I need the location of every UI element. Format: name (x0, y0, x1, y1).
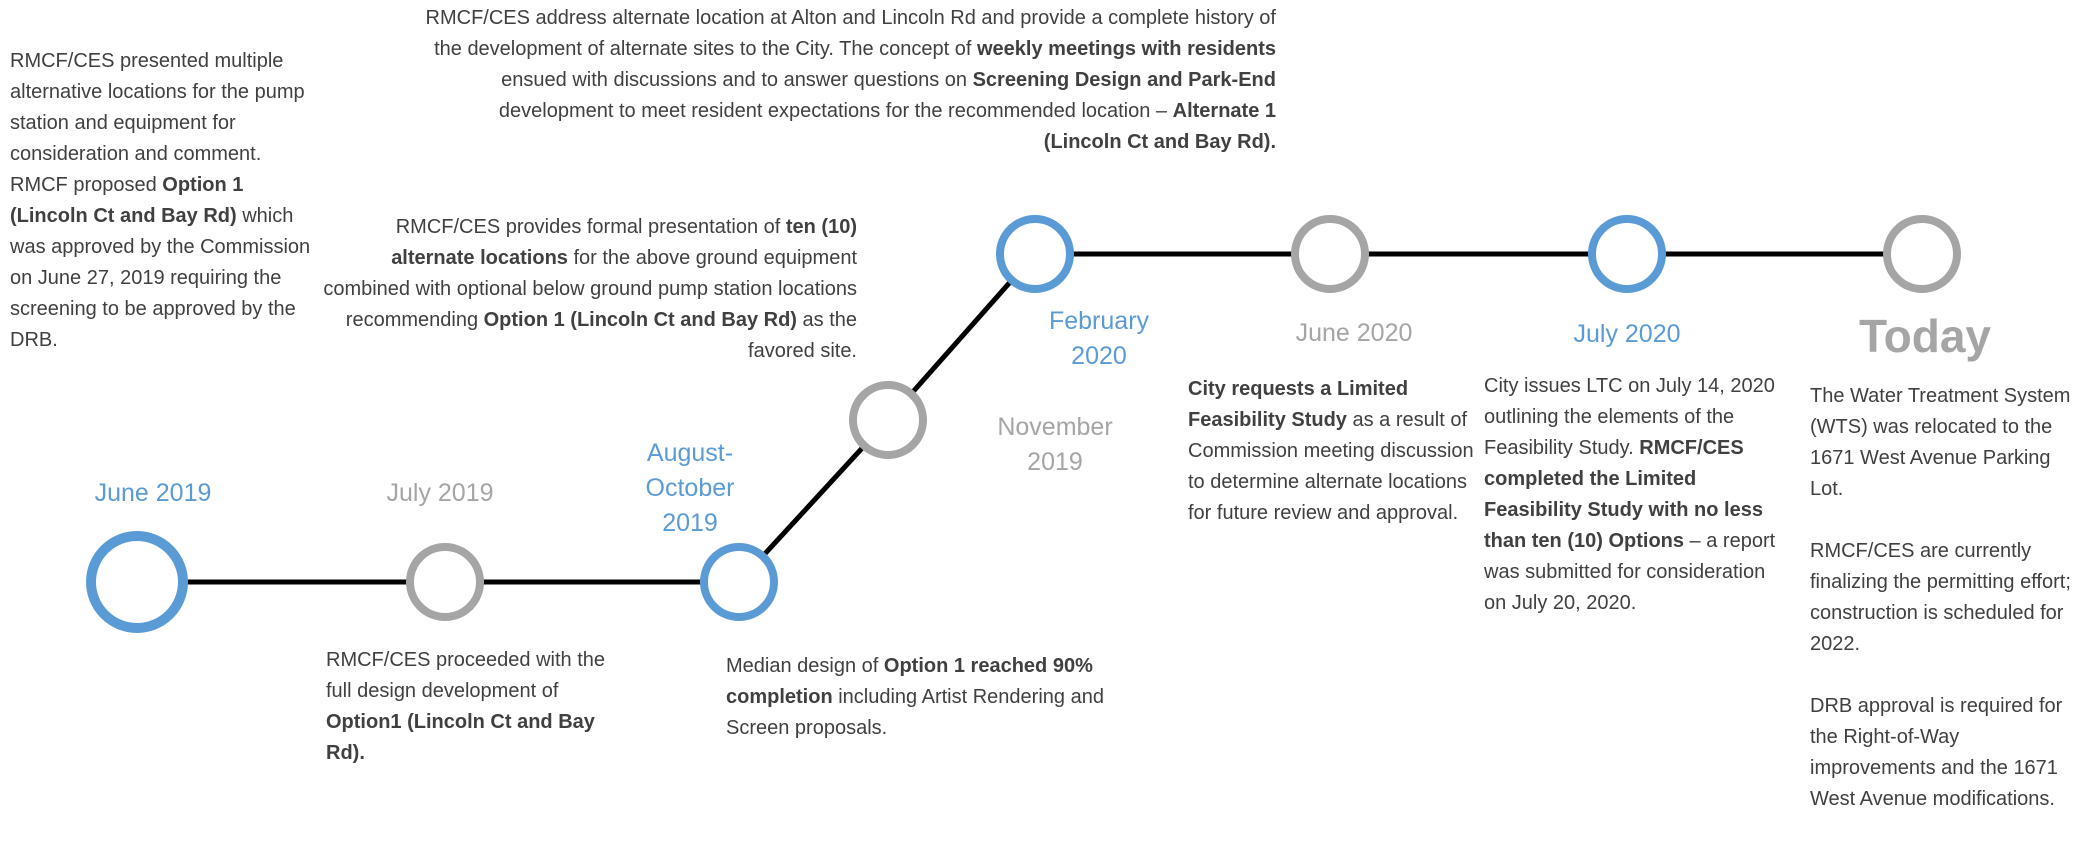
date-line: November (997, 413, 1113, 441)
milestone-description: RMCF/CES proceeded with the full design … (326, 645, 636, 769)
paragraph: RMCF/CES are currently finalizing the pe… (1810, 536, 2084, 660)
milestone-description: The Water Treatment System (WTS) was rel… (1810, 381, 2084, 815)
text: development to meet resident expectation… (498, 100, 1173, 122)
milestone-date: July 2020 (1573, 317, 1680, 352)
bold-text: Option 1 (Lincoln Ct and Bay Rd) (10, 174, 244, 227)
text: – a report was submitted for considerati… (1484, 530, 1776, 614)
milestone-date: June 2020 (1296, 316, 1413, 351)
paragraph: RMCF/CES presented multiple alternative … (10, 46, 320, 356)
bold-text: ten (10) alternate locations (391, 216, 857, 269)
milestone-description: RMCF/CES presented multiple alternative … (10, 46, 320, 356)
date-line: 2019 (662, 509, 718, 537)
milestone-node (1291, 215, 1369, 293)
milestone-date: August- October 2019 (646, 436, 735, 541)
paragraph: City issues LTC on July 14, 2020 outlini… (1484, 371, 1776, 619)
milestone-date: July 2019 (386, 476, 493, 511)
bold-text: Option 1 reached 90% completion (726, 655, 1093, 708)
bold-text: weekly meetings with residents (977, 38, 1276, 60)
date-line: Today (1858, 310, 1992, 362)
date-line: July 2020 (1573, 320, 1681, 348)
text: RMCF/CES provides formal presentation of (395, 216, 786, 238)
milestone-node (86, 531, 188, 633)
milestone-node (700, 543, 778, 621)
paragraph: City requests a Limited Feasibility Stud… (1188, 374, 1480, 529)
date-line: 2020 (1071, 342, 1127, 370)
bold-text: City requests a Limited Feasibility Stud… (1188, 378, 1409, 431)
paragraph: RMCF/CES proceeded with the full design … (326, 645, 636, 769)
milestone-node (406, 543, 484, 621)
milestone-description: RMCF/CES provides formal presentation of… (308, 212, 857, 367)
bold-text: Option 1 (Lincoln Ct and Bay Rd) (483, 309, 797, 331)
text: DRB approval is required for the Right-o… (1810, 695, 2063, 810)
milestone-date: November 2019 (997, 410, 1112, 480)
milestone-node (1883, 215, 1961, 293)
text: The Water Treatment System (WTS) was rel… (1810, 385, 2071, 500)
text: which was approved by the Commission on … (10, 205, 311, 351)
paragraph: Median design of Option 1 reached 90% co… (726, 651, 1126, 744)
milestone-date: Today (1859, 310, 1991, 362)
timeline-line (137, 251, 1922, 585)
milestone-description: City requests a Limited Feasibility Stud… (1188, 374, 1480, 529)
paragraph: RMCF/CES provides formal presentation of… (308, 212, 857, 367)
text: as a result of Commission meeting discus… (1188, 409, 1474, 524)
text: RMCF/CES address alternate location at A… (425, 7, 1276, 60)
milestone-description: City issues LTC on July 14, 2020 outlini… (1484, 371, 1776, 619)
text: RMCF/CES presented multiple alternative … (10, 50, 305, 196)
milestone-node (1588, 215, 1666, 293)
bold-text: Alternate 1 (Lincoln Ct and Bay Rd). (1043, 100, 1276, 153)
milestone-description: Median design of Option 1 reached 90% co… (726, 651, 1126, 744)
bold-text: RMCF/CES completed the Limited Feasibili… (1484, 437, 1763, 552)
milestone-date: February 2020 (1049, 304, 1149, 374)
date-line: June 2019 (94, 479, 212, 507)
bold-text: Screening Design and Park-End (972, 69, 1276, 91)
text: ensued with discussions and to answer qu… (501, 69, 973, 91)
milestone-node (996, 215, 1074, 293)
text: City issues LTC on July 14, 2020 outlini… (1484, 375, 1775, 459)
date-line: October (645, 474, 735, 502)
milestone-date: June 2019 (95, 476, 212, 511)
text: Median design of (726, 655, 884, 677)
paragraph: DRB approval is required for the Right-o… (1810, 691, 2084, 815)
text: including Artist Rendering and Screen pr… (726, 686, 1104, 739)
date-line: June 2020 (1295, 319, 1413, 347)
text: RMCF/CES are currently finalizing the pe… (1810, 540, 2071, 655)
milestone-description: RMCF/CES address alternate location at A… (425, 3, 1276, 158)
paragraph: The Water Treatment System (WTS) was rel… (1810, 381, 2084, 505)
date-line: July 2019 (386, 479, 494, 507)
date-line: August- (646, 439, 734, 467)
paragraph: RMCF/CES address alternate location at A… (425, 3, 1276, 158)
text: RMCF/CES proceeded with the full design … (326, 649, 606, 702)
date-line: 2019 (1027, 448, 1083, 476)
date-line: February (1048, 307, 1150, 335)
milestone-node (849, 381, 927, 459)
text: for the above ground equipment combined … (323, 247, 857, 331)
bold-text: Option1 (Lincoln Ct and Bay Rd). (326, 711, 595, 764)
text: as the favored site. (748, 309, 857, 362)
